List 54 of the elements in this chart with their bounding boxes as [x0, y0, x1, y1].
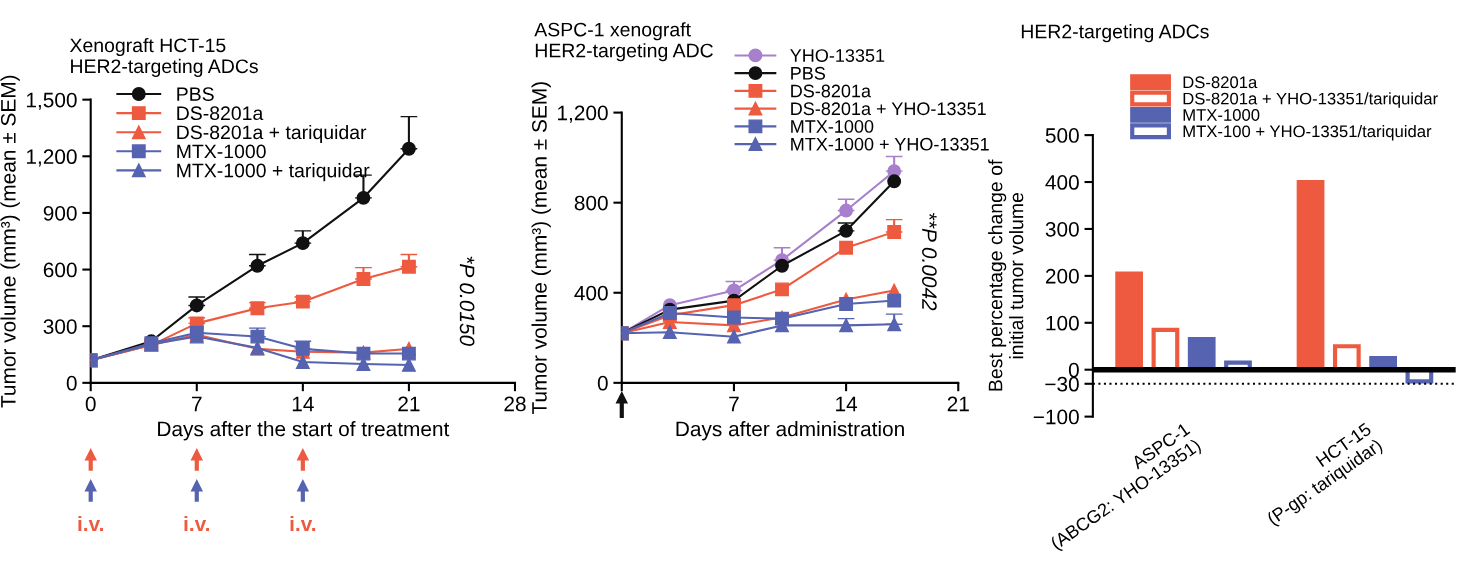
x-tick-label: 0 [85, 396, 96, 412]
legend-label: MTX-1000 [177, 144, 266, 159]
x-tick-label: 7 [192, 396, 202, 412]
chart-title: Xenograft HCT-15 HER2-targeting ADCs [69, 37, 258, 77]
y-tick-label: 0 [597, 375, 608, 391]
x-axis-title: Days after administration [676, 421, 904, 441]
y-tick-label: −100 [1033, 409, 1079, 425]
y-tick-label: 400 [1045, 175, 1079, 190]
y-axis-title: Best percentage change of initial tumor volume [988, 159, 1024, 391]
legend-label: DS-8201a [177, 106, 264, 121]
y-tick-label: −30 [1045, 376, 1079, 392]
text: i.v. [184, 515, 210, 532]
legend-label: PBS [177, 87, 214, 101]
y-tick-label: 1,500 [26, 92, 77, 110]
y-tick-label: 0 [66, 375, 77, 391]
chart-title: HER2-targeting ADCs [1021, 24, 1209, 43]
y-tick-label: 1,200 [558, 105, 608, 123]
annotation: **P 0.0042 [922, 213, 937, 311]
x-tick-label: 28 [504, 396, 526, 412]
legend-label: MTX-1000 [791, 120, 874, 133]
y-tick-label: 500 [1045, 128, 1079, 143]
y-tick-label: 800 [574, 195, 608, 211]
x-tick-label: 7 [729, 396, 739, 412]
x-tick-label: 21 [398, 396, 420, 412]
y-tick-label: 0 [1068, 362, 1079, 378]
y-tick-label: 900 [43, 205, 77, 221]
y-tick-label: 400 [574, 285, 608, 301]
legend-label: DS-8201a + YHO-13351/tariquidar [1183, 92, 1438, 108]
legend-label: MTX-100 + YHO-13351/tariquidar [1183, 125, 1432, 141]
text: i.v. [290, 515, 316, 532]
y-axis-title: Tumor volume (mm³) (mean ± SEM) [531, 82, 551, 415]
legend-label: DS-8201a [1183, 76, 1258, 89]
annotation: *P 0.0150 [459, 256, 475, 346]
legend-label: DS-8201a + tariquidar [177, 124, 367, 144]
legend-label: MTX-1000 + tariquidar [177, 163, 370, 182]
y-tick-label: 300 [43, 319, 77, 334]
chart-title: ASPC-1 xenograft HER2-targeting ADC [534, 22, 713, 62]
text: i.v. [78, 515, 103, 532]
y-tick-label: 600 [43, 262, 77, 278]
legend-label: MTX-1000 [1183, 109, 1260, 121]
y-axis-title: Tumor volume (mm³) (mean ± SEM) [0, 75, 20, 408]
legend-label: MTX-1000 + YHO-13351 [791, 137, 989, 151]
x-tick-label: 21 [947, 396, 969, 412]
legend-label: DS-8201a + YHO-13351 [791, 102, 986, 116]
legend-label: DS-8201a [791, 84, 872, 98]
x-tick-label: 14 [292, 396, 314, 412]
x-axis-title: Days after the start of treatment [158, 421, 450, 441]
y-tick-label: 200 [1045, 268, 1079, 284]
x-tick-label: 14 [836, 396, 858, 412]
legend-label: YHO-13351 [790, 49, 885, 62]
legend-label: PBS [791, 66, 826, 80]
y-tick-label: 100 [1046, 315, 1079, 331]
y-tick-label: 300 [1045, 221, 1079, 237]
y-tick-label: 1,200 [26, 149, 77, 167]
